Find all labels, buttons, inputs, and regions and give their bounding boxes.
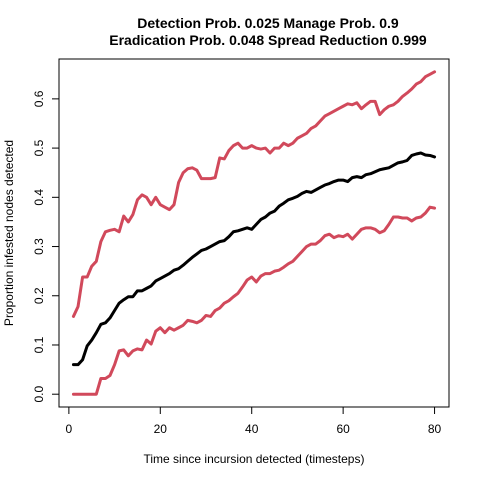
chart-title-line2: Eradication Prob. 0.048 Spread Reduction… [109,32,427,48]
y-tick-label: 0.6 [32,90,46,107]
y-tick-label: 0.4 [32,189,46,206]
y-tick-label: 0.0 [32,386,46,403]
y-axis-label: Proportion infested nodes detected [2,140,16,326]
x-tick-label: 40 [245,422,259,436]
x-axis: 0 20 40 60 80 [66,406,442,436]
series-line-1 [71,70,437,318]
y-tick-label: 0.3 [32,238,46,255]
series-line-2 [71,151,437,367]
chart-title-line1: Detection Prob. 0.025 Manage Prob. 0.9 [137,15,399,31]
x-tick-label: 80 [428,422,442,436]
x-axis-label: Time since incursion detected (timesteps… [144,452,365,466]
x-tick-label: 20 [154,422,168,436]
series-layer [71,70,437,396]
y-axis: 0.0 0.1 0.2 0.3 0.4 0.5 0.6 [32,90,60,403]
x-tick-label: 60 [336,422,350,436]
y-tick-label: 0.1 [32,336,46,353]
series-line-3 [71,205,437,396]
y-tick-label: 0.2 [32,287,46,304]
y-tick-label: 0.5 [32,139,46,156]
x-tick-label: 0 [66,422,73,436]
